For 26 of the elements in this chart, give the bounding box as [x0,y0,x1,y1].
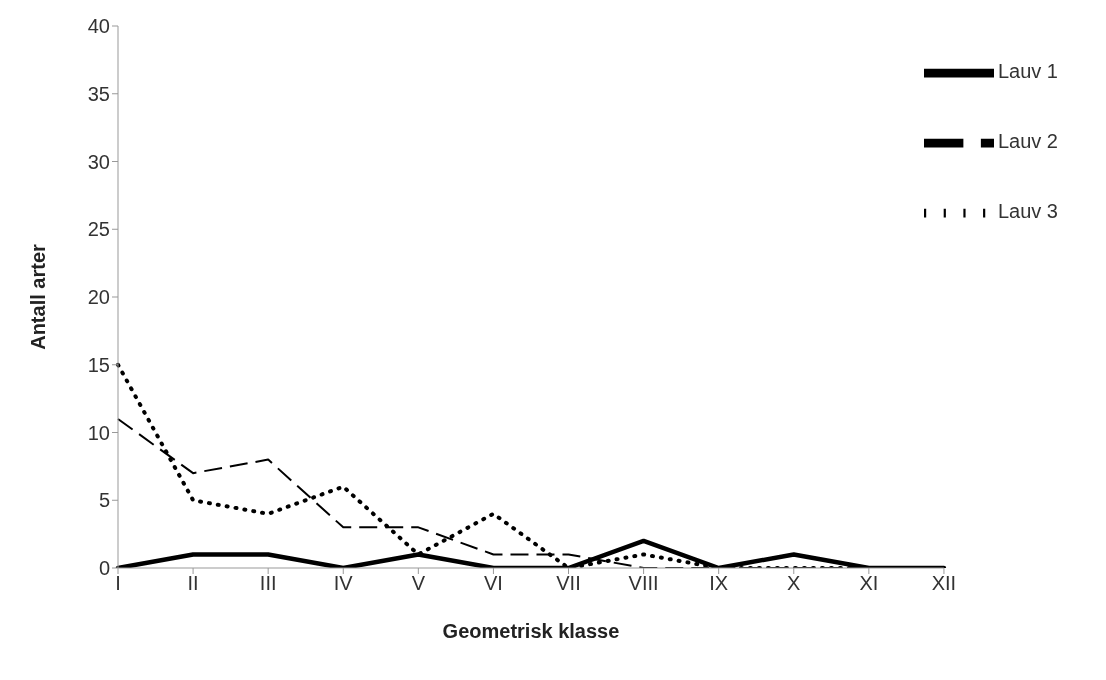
x-tick-label: II [187,572,199,595]
x-axis-title: Geometrisk klasse [442,620,620,642]
x-tick-label: III [259,572,277,595]
y-tick-label: 40 [87,15,110,38]
y-tick-label: 25 [87,218,110,241]
legend-label: Lauv 1 [997,60,1058,83]
x-tick-label: XII [931,572,957,595]
x-tick-label: I [115,572,121,595]
y-axis-title: Antall arter [27,243,50,350]
y-tick-label: 0 [98,557,110,580]
x-tick-label: IX [709,572,729,595]
legend-label: Lauv 3 [997,200,1058,223]
y-tick-label: 20 [87,286,110,309]
y-tick-label: 30 [87,150,110,173]
x-tick-label: X [787,572,801,595]
x-tick-label: V [411,572,426,595]
x-tick-label: XI [859,572,879,595]
legend-label: Lauv 2 [997,130,1058,153]
x-tick-label: VI [483,572,503,595]
y-tick-label: 35 [87,82,110,105]
y-tick-label: 10 [87,421,110,444]
y-tick-label: 5 [98,489,110,512]
x-tick-label: VIII [628,572,659,595]
x-tick-label: IV [333,572,354,595]
x-tick-label: VII [556,572,581,595]
y-tick-label: 15 [87,353,110,376]
